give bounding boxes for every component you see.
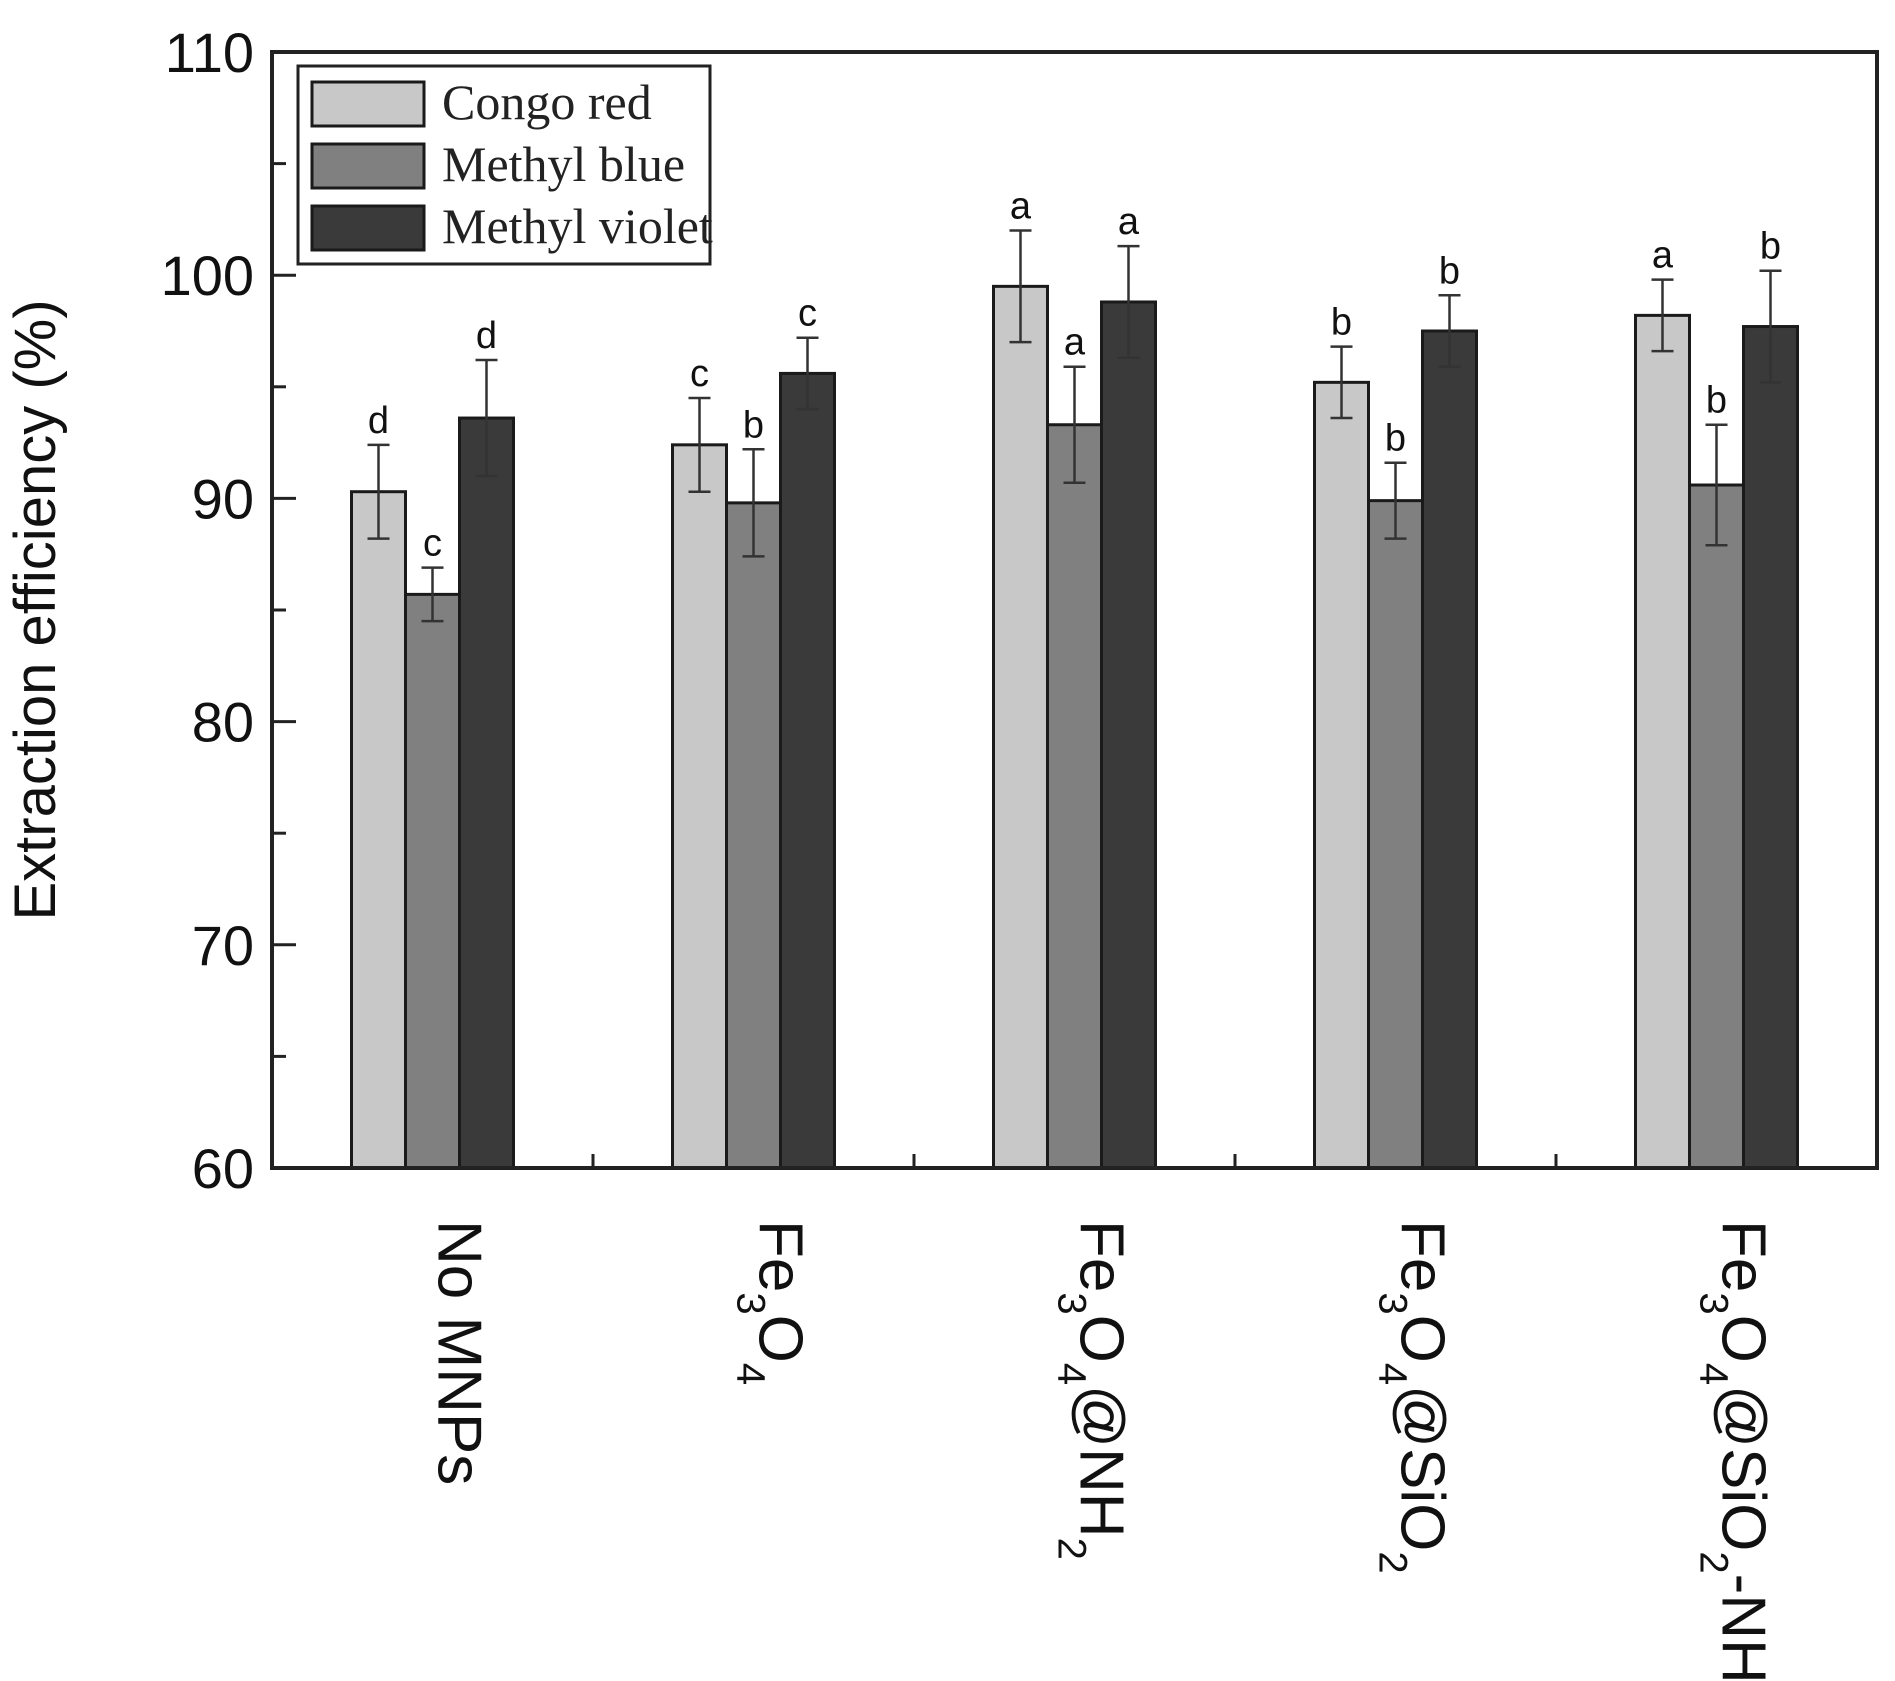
- subscript: 2: [1050, 1538, 1094, 1560]
- x-category-label: Fe3O4@SiO2-NH2: [1692, 1220, 1778, 1681]
- label-part: Fe: [746, 1220, 815, 1292]
- significance-letter: d: [368, 400, 389, 442]
- bar-methyl-violet: [1100, 300, 1157, 1170]
- subscript: 4: [1692, 1363, 1736, 1385]
- subscript: 3: [1050, 1292, 1094, 1314]
- significance-letter: d: [476, 315, 497, 357]
- x-category-label: Fe3O4@NH2: [1050, 1220, 1136, 1560]
- x-axis-categories: No MNPs Fe3O4Fe3O4@NH2Fe3O4@SiO2Fe3O4@SiO…: [425, 1220, 1778, 1681]
- label-part: @SiO: [1388, 1385, 1457, 1551]
- y-tick-label: 60: [192, 1137, 254, 1200]
- label-part: Fe: [1709, 1220, 1778, 1292]
- bar-congo-red: [350, 490, 407, 1170]
- subscript: 4: [1371, 1363, 1415, 1385]
- y-axis-label: Extraction efficiency (%): [3, 299, 68, 920]
- significance-letter: b: [1385, 418, 1406, 460]
- bar-methyl-blue: [1688, 483, 1745, 1170]
- x-category-label: Fe3O4: [729, 1220, 815, 1385]
- y-tick-label: 70: [192, 914, 254, 977]
- label-part: -NH: [1709, 1574, 1778, 1681]
- legend-label: Methyl violet: [442, 198, 713, 254]
- significance-letter: a: [1652, 235, 1674, 277]
- label-part: Fe: [1067, 1220, 1136, 1292]
- significance-letter: b: [1331, 302, 1352, 344]
- label-part: @NH: [1067, 1385, 1136, 1538]
- bar-methyl-violet: [1421, 329, 1478, 1170]
- bar-congo-red: [992, 284, 1049, 1170]
- label-part: O: [1067, 1315, 1136, 1363]
- subscript: 4: [729, 1363, 773, 1385]
- subscript: 2: [1692, 1551, 1736, 1573]
- significance-letter: b: [1439, 250, 1460, 292]
- label-part: O: [746, 1315, 815, 1363]
- label-part: @SiO: [1709, 1385, 1778, 1551]
- legend-swatch: [310, 204, 426, 252]
- subscript: 4: [1050, 1363, 1094, 1385]
- subscript: 2: [1371, 1551, 1415, 1573]
- label-part: Fe: [1388, 1220, 1457, 1292]
- bar-methyl-blue: [725, 501, 782, 1170]
- bar-methyl-blue: [1367, 499, 1424, 1170]
- label-part: O: [1709, 1315, 1778, 1363]
- significance-letter: c: [423, 523, 442, 565]
- legend: Congo red Methyl blue Methyl violet: [296, 64, 713, 266]
- significance-letter: a: [1118, 201, 1140, 243]
- error-bars-layer: [367, 229, 1782, 623]
- bar-methyl-blue: [1046, 423, 1103, 1170]
- significance-letter: b: [743, 404, 764, 446]
- bar-methyl-violet: [779, 371, 836, 1170]
- bar-congo-red: [671, 443, 728, 1170]
- bar-congo-red: [1313, 380, 1370, 1170]
- label-part: O: [1388, 1315, 1457, 1363]
- significance-letter: b: [1760, 226, 1781, 268]
- significance-letter: b: [1706, 380, 1727, 422]
- y-tick-label: 80: [192, 691, 254, 754]
- significance-letter: c: [690, 353, 709, 395]
- legend-label: Congo red: [442, 74, 652, 130]
- subscript: 3: [729, 1292, 773, 1314]
- significance-letter: a: [1010, 186, 1032, 228]
- legend-swatch: [310, 80, 426, 128]
- significance-letter: c: [798, 293, 817, 335]
- bar-methyl-blue: [404, 592, 461, 1170]
- subscript: 3: [1371, 1292, 1415, 1314]
- bar-methyl-violet: [458, 416, 515, 1170]
- x-category-label: No MNPs: [425, 1220, 494, 1485]
- bar-congo-red: [1634, 313, 1691, 1170]
- y-axis-ticks: 60 70 80 90 100 110: [161, 21, 1558, 1200]
- y-tick-label: 90: [192, 467, 254, 530]
- label-part: No MNPs: [425, 1220, 494, 1485]
- subscript: 3: [1692, 1292, 1736, 1314]
- significance-letter: a: [1064, 322, 1086, 364]
- bar-methyl-violet: [1742, 325, 1799, 1170]
- legend-label: Methyl blue: [442, 136, 685, 192]
- x-category-label: Fe3O4@SiO2: [1371, 1220, 1457, 1574]
- y-tick-label: 110: [165, 21, 254, 84]
- legend-swatch: [310, 142, 426, 190]
- y-tick-label: 100: [161, 244, 254, 307]
